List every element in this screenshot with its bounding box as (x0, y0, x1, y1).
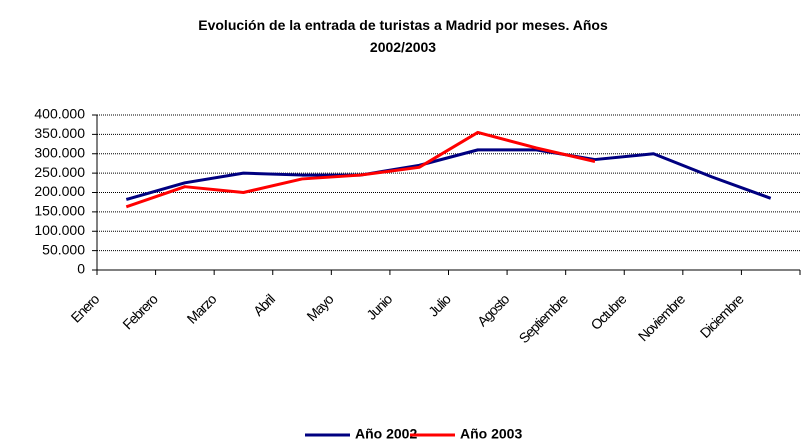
y-tick-label: 400.000 (34, 106, 85, 122)
series-line (125, 148, 772, 201)
x-tick-label: Enero (68, 291, 103, 326)
y-tick-label: 100.000 (34, 222, 85, 238)
chart-title: Evolución de la entrada de turistas a Ma… (198, 17, 608, 55)
y-tick-label: 150.000 (34, 203, 85, 219)
x-tick-label: Diciembre (697, 291, 747, 341)
x-tick-label: Junio (363, 291, 395, 323)
x-tick-label: Mayo (303, 291, 337, 325)
x-tick-label: Febrero (119, 291, 161, 333)
y-tick-label: 250.000 (34, 164, 85, 180)
y-tick-label: 0 (77, 261, 85, 277)
y-tick-label: 200.000 (34, 183, 85, 199)
y-tick-label: 350.000 (34, 125, 85, 141)
x-tick-label: Octubre (587, 291, 629, 333)
x-tick-label: Agosto (474, 291, 513, 330)
legend-label: Año 2003 (460, 426, 522, 442)
x-tick-label: Marzo (184, 291, 220, 327)
x-tick-label: Noviembre (635, 291, 689, 345)
series-line (125, 130, 596, 209)
y-tick-label: 300.000 (34, 144, 85, 160)
legend-label: Año 2002 (355, 426, 417, 442)
x-tick-label: Septiembre (516, 291, 572, 347)
x-tick-label: Julio (425, 291, 454, 320)
x-tick-label: Abril (250, 291, 278, 319)
y-tick-label: 50.000 (42, 241, 85, 257)
